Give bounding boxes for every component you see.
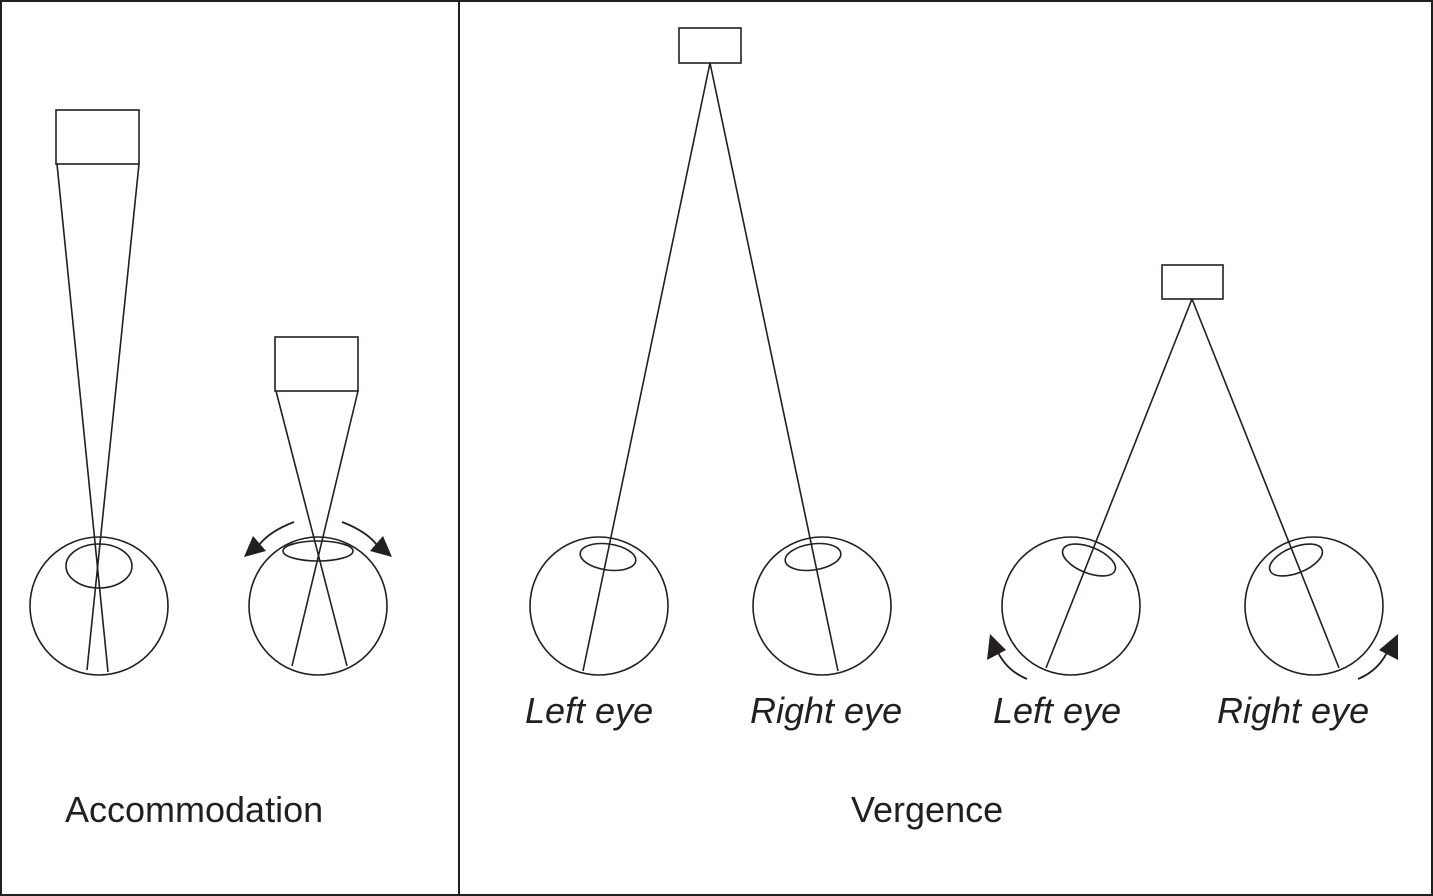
arrowhead-icon	[370, 536, 392, 557]
arrowhead-icon	[1379, 634, 1398, 660]
left-line-of-sight	[1045, 298, 1193, 669]
ciliary-arrow-left	[258, 521, 295, 546]
eyeball	[248, 536, 388, 676]
right-line-of-sight	[1191, 298, 1340, 669]
arrowhead-icon	[987, 634, 1006, 660]
right-line-of-sight	[709, 62, 839, 672]
right-lens	[1268, 543, 1324, 577]
light-ray	[291, 390, 359, 667]
vergence-caption: Vergence	[851, 789, 1003, 830]
accommodation-panel: Accommodation	[29, 109, 392, 830]
left-eyeball	[529, 536, 669, 676]
light-ray	[275, 390, 348, 667]
left-eye-label: Left eye	[525, 690, 653, 731]
right-eyeball	[1244, 536, 1384, 676]
near-object	[274, 336, 359, 392]
right-lens	[784, 542, 842, 572]
accommodated-lens	[282, 540, 354, 562]
accommodation-far-viewing	[29, 109, 169, 676]
right-eyeball	[752, 536, 892, 676]
far-object	[55, 109, 140, 165]
eyeball	[29, 536, 169, 676]
light-ray	[86, 163, 140, 671]
right-eye-label: Right eye	[1217, 690, 1369, 731]
ciliary-arrow-right	[341, 521, 378, 546]
light-ray	[56, 163, 109, 673]
accommodation-near-viewing	[244, 336, 392, 676]
left-lens	[579, 542, 637, 572]
far-object	[678, 27, 742, 64]
vergence-far-viewing: Left eye Right eye	[525, 27, 902, 731]
arrowhead-icon	[244, 536, 266, 557]
left-eyeball	[1001, 536, 1141, 676]
vergence-panel: Left eye Right eye Left eye Right eye Ve…	[525, 27, 1398, 830]
right-eye-label: Right eye	[750, 690, 902, 731]
relaxed-lens	[65, 543, 133, 589]
left-lens	[1061, 543, 1117, 577]
left-line-of-sight	[582, 62, 711, 672]
near-object	[1161, 264, 1224, 300]
accommodation-caption: Accommodation	[65, 789, 323, 830]
vergence-near-viewing: Left eye Right eye	[987, 264, 1398, 731]
left-eye-label: Left eye	[993, 690, 1121, 731]
